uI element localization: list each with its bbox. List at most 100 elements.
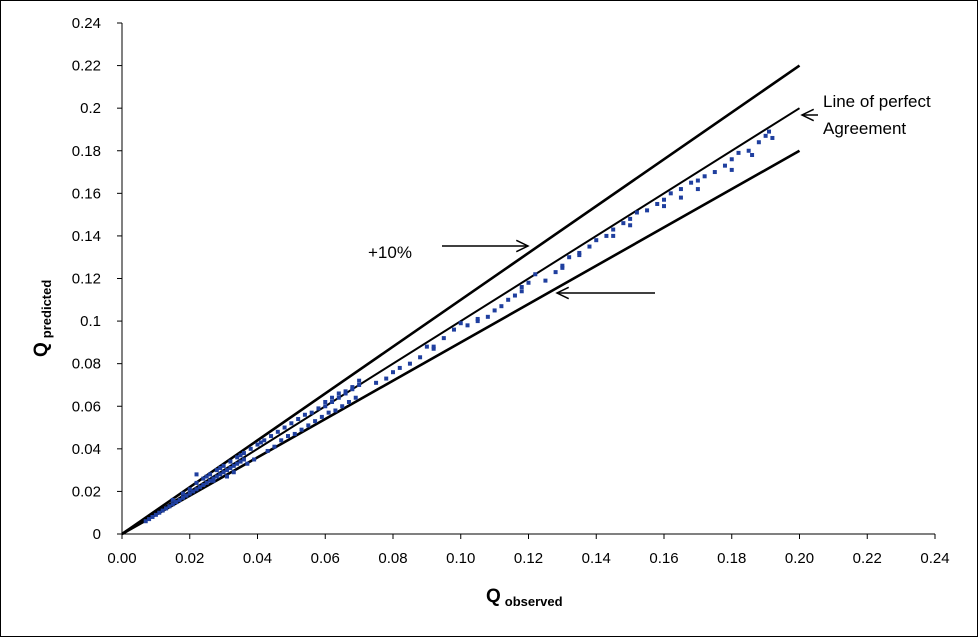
axes: 0.00 0.02 0.04 0.06 0.08 0.10 0.12 0.14 0.16 0.18…: [72, 15, 950, 567]
data-point: [211, 478, 216, 483]
data-point: [340, 404, 345, 409]
data-point: [384, 376, 389, 381]
data-point: [241, 451, 246, 456]
data-point: [147, 517, 152, 522]
x-tick-label: 0.08: [378, 550, 407, 567]
arrow-to-lower-line-head: [555, 286, 570, 300]
data-point: [353, 395, 358, 400]
x-tick-label: 0.18: [717, 550, 746, 567]
data-point: [702, 174, 707, 179]
data-point: [218, 472, 223, 477]
data-point: [225, 468, 230, 473]
data-point: [285, 434, 290, 439]
data-point: [567, 255, 572, 260]
data-point: [191, 489, 196, 494]
data-point: [543, 278, 548, 283]
data-point: [282, 425, 287, 430]
reference-line-perfect: [121, 107, 801, 535]
data-point: [560, 263, 565, 268]
data-point: [431, 344, 436, 349]
data-point: [763, 133, 768, 138]
data-point: [201, 483, 206, 488]
data-point: [323, 404, 328, 409]
data-point: [611, 233, 616, 238]
data-point: [238, 459, 243, 464]
data-point: [628, 216, 633, 221]
data-point: [451, 327, 456, 332]
data-point: [241, 457, 246, 462]
data-point: [357, 378, 362, 383]
data-point: [218, 465, 223, 470]
reference-lines: [121, 64, 801, 536]
y-tick-label: 0: [93, 526, 101, 543]
data-point: [306, 423, 311, 428]
data-point: [407, 361, 412, 366]
data-point: [153, 512, 158, 517]
data-point: [164, 506, 169, 511]
data-point: [750, 153, 755, 158]
x-tick-label: 0.22: [853, 550, 882, 567]
data-point: [499, 304, 504, 309]
data-point: [265, 448, 270, 453]
data-point: [343, 391, 348, 396]
data-point: [722, 163, 727, 168]
data-point: [441, 336, 446, 341]
data-point: [519, 289, 524, 294]
data-point: [238, 453, 243, 458]
y-tick-label: 0.06: [72, 398, 101, 415]
data-point: [258, 440, 263, 445]
data-point: [678, 195, 683, 200]
data-point: [374, 380, 379, 385]
data-point: [245, 461, 250, 466]
data-point: [187, 487, 192, 492]
data-point: [560, 265, 565, 270]
data-point: [746, 148, 751, 153]
data-point: [729, 167, 734, 172]
data-point: [228, 459, 233, 464]
data-point: [194, 487, 199, 492]
data-point: [678, 187, 683, 192]
perfect-agreement-label-line1: Line of perfect: [823, 92, 931, 111]
data-point: [174, 500, 179, 505]
y-axis-title-sub: predicted: [39, 280, 54, 339]
x-tick-label: 0.10: [446, 550, 475, 567]
data-point: [197, 485, 202, 490]
data-point: [577, 250, 582, 255]
x-tick-label: 0.16: [649, 550, 678, 567]
data-point: [194, 480, 199, 485]
data-point: [319, 414, 324, 419]
data-point: [645, 208, 650, 213]
data-point: [712, 170, 717, 175]
data-point: [485, 314, 490, 319]
x-tick-label: 0.04: [243, 550, 272, 567]
data-point: [194, 472, 199, 477]
data-point: [204, 474, 209, 479]
data-point: [662, 197, 666, 202]
data-point: [736, 150, 741, 155]
data-point: [350, 387, 355, 392]
y-axis-title-group: Qpredicted: [31, 280, 54, 357]
data-point: [326, 410, 331, 415]
data-point: [170, 497, 175, 502]
data-point: [346, 399, 351, 404]
data-point: [228, 465, 233, 470]
data-point: [235, 455, 240, 460]
data-point: [262, 438, 267, 443]
x-tick-label: 0.24: [920, 550, 949, 567]
y-tick-label: 0.08: [72, 356, 101, 373]
arrow-to-perfect-line-head: [800, 108, 815, 122]
data-point: [208, 478, 213, 483]
data-point: [180, 495, 185, 500]
data-point: [424, 344, 429, 349]
data-point: [634, 210, 639, 215]
data-point: [255, 442, 260, 447]
data-point: [668, 191, 673, 196]
upper-bound-label: +10%: [368, 243, 412, 262]
data-point: [695, 187, 700, 192]
data-point: [655, 201, 660, 206]
data-point: [519, 285, 524, 290]
data-point: [204, 480, 209, 485]
y-tick-label: 0.02: [72, 483, 101, 500]
reference-line-lower: [121, 149, 801, 536]
